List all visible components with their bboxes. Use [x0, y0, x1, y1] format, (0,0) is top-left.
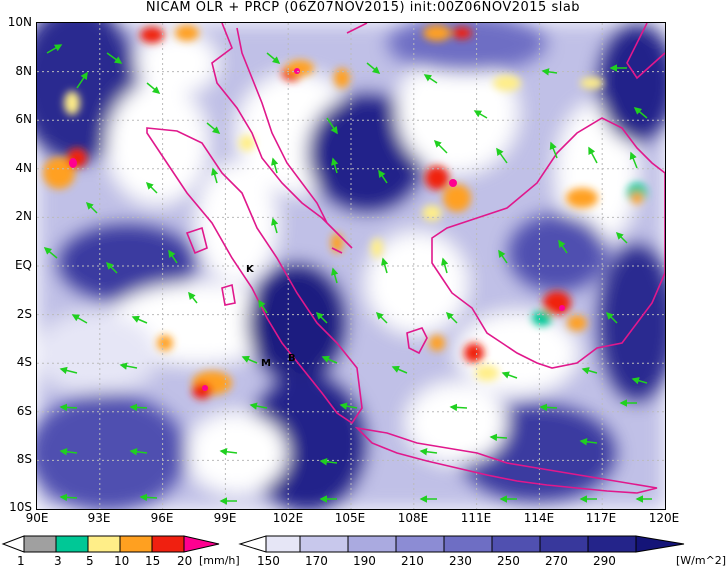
lat-label-4s: 4S	[16, 355, 32, 369]
lat-label-8n: 8N	[15, 64, 32, 78]
lat-label-8s: 8S	[16, 452, 32, 466]
lon-label-105e: 105E	[334, 511, 366, 525]
lat-label-4n: 4N	[15, 161, 32, 175]
lat-label-6s: 6S	[16, 404, 32, 418]
wind-vectors	[43, 44, 652, 505]
place-label-b: B	[288, 353, 296, 364]
mentawai-coast	[185, 226, 236, 306]
lon-label-111e: 111E	[460, 511, 492, 525]
lat-label-10n: 10N	[7, 15, 32, 29]
precip-colorbar-label-3: 3	[54, 554, 62, 568]
olr-unit: [W/m^2]	[676, 554, 726, 567]
lat-label-10s: 10S	[9, 500, 32, 514]
bangka-coast	[406, 327, 428, 355]
lat-label-2n: 2N	[15, 209, 32, 223]
map-canvas	[37, 23, 665, 509]
precip-colorbar-label-15: 15	[145, 554, 161, 568]
lat-label-6n: 6N	[15, 112, 32, 126]
map-title: NICAM OLR + PRCP (06Z07NOV2015) init:00Z…	[145, 0, 581, 15]
map-panel: K M B	[36, 22, 666, 510]
sumatra-coast	[146, 127, 363, 425]
precip-colorbar-label-10: 10	[114, 554, 130, 568]
lat-lon-grid	[37, 23, 665, 509]
precip-colorbar-label-1: 1	[17, 554, 25, 568]
malay-peninsula-coast	[211, 23, 353, 249]
lon-label-120e: 120E	[648, 511, 680, 525]
lon-label-99e: 99E	[213, 511, 237, 525]
precip-colorbar-label-20: 20	[177, 554, 193, 568]
olr-colorbar-label-270: 270	[545, 554, 568, 568]
borneo-coast	[431, 117, 665, 369]
place-label-m: M	[261, 358, 271, 369]
lat-label-2s: 2S	[16, 307, 32, 321]
olr-colorbar-label-290: 290	[593, 554, 616, 568]
lat-label-eq: EQ	[14, 258, 32, 272]
olr-colorbar-label-170: 170	[305, 554, 328, 568]
olr-colorbar	[238, 535, 688, 553]
natuna-coast	[331, 23, 368, 254]
lon-label-108e: 108E	[397, 511, 429, 525]
java-coast	[354, 426, 658, 494]
sulawesi-coast	[626, 23, 665, 80]
olr-field	[37, 23, 665, 509]
olr-colorbar-label-230: 230	[449, 554, 472, 568]
place-label-k: K	[246, 264, 254, 275]
lon-label-114e: 114E	[523, 511, 555, 525]
lon-label-102e: 102E	[272, 511, 304, 525]
olr-colorbar-label-190: 190	[353, 554, 376, 568]
precip-colorbar	[0, 535, 226, 553]
coastlines	[146, 23, 665, 494]
lon-label-93e: 93E	[87, 511, 111, 525]
precip-colorbar-label-5: 5	[86, 554, 94, 568]
olr-colorbar-label-150: 150	[257, 554, 280, 568]
olr-colorbar-label-210: 210	[401, 554, 424, 568]
precip-unit: [mm/h]	[199, 554, 240, 567]
lon-label-96e: 96E	[150, 511, 174, 525]
olr-colorbar-label-250: 250	[497, 554, 520, 568]
lon-label-117e: 117E	[585, 511, 617, 525]
precip-cores	[69, 68, 565, 391]
lon-label-90e: 90E	[25, 511, 49, 525]
